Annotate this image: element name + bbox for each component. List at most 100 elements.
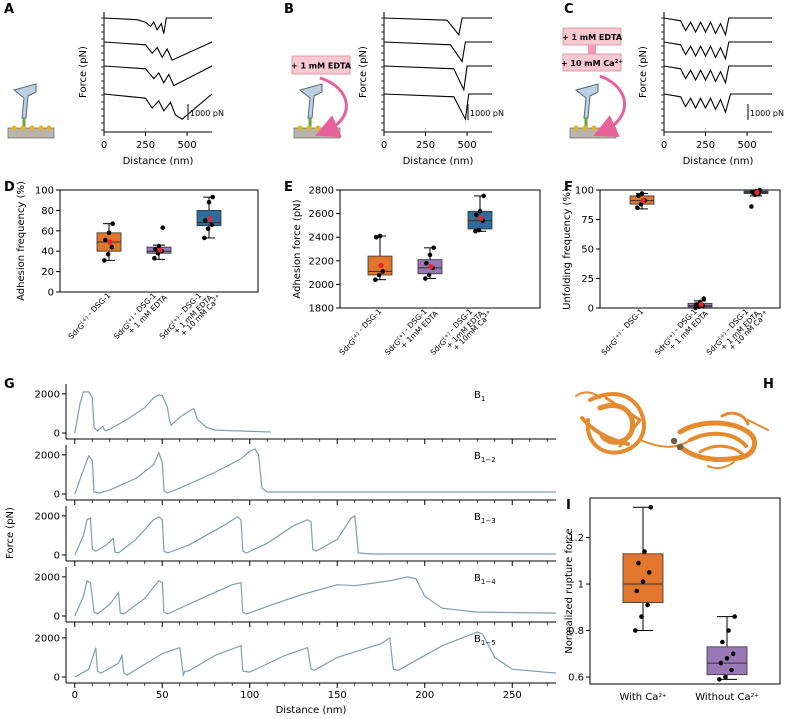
y-axis-label: Unfolding frequency (%) (562, 188, 573, 310)
y-tick-label: 20 (41, 267, 54, 278)
y-axis-label: Normalized rupture force (564, 528, 575, 653)
y-tick-label: 2400 (309, 233, 334, 244)
box-3 (743, 187, 769, 209)
y-tick-label: 0 (54, 612, 60, 623)
top-plot-b: 0 250 500 Distance (nm) Force (pN) 1000 pN (358, 12, 504, 167)
data-point (646, 570, 652, 575)
panel-letter-a: A (4, 2, 14, 17)
label-run: - DSG-1 (617, 307, 646, 336)
y-tick-label: 50 (581, 245, 594, 256)
category-label: SdrG(+) - DSG-1 (597, 307, 647, 357)
label-run: - DSG-1 (84, 291, 113, 320)
data-point (426, 272, 432, 278)
data-point (156, 243, 162, 249)
y-tick-label: 1 (578, 580, 584, 591)
label-run: - DSG-1 (355, 307, 384, 336)
y-tick-label: 25 (581, 274, 594, 285)
data-point (473, 229, 478, 234)
data-point (720, 639, 725, 645)
edta-text-c: + 1 mM EDTA (562, 33, 623, 42)
row-label-base: B (474, 573, 481, 584)
x-axis-label: Distance (nm) (123, 156, 194, 167)
row-label: B1−2 (474, 451, 496, 464)
y-tick-label: 2000 (35, 633, 60, 644)
mean-point (428, 264, 434, 270)
data-point (380, 269, 386, 274)
data-point (693, 305, 698, 311)
y-tick-label: 100 (35, 186, 54, 197)
y-tick-label: 2000 (35, 389, 60, 400)
force-trace (74, 631, 557, 678)
mean-point (478, 215, 484, 221)
iqr-box (706, 646, 748, 676)
data-point (205, 226, 211, 232)
data-point (476, 227, 482, 233)
category-label: SdrG(+) - DSG-1 (651, 307, 701, 357)
y-tick-label: 2000 (35, 450, 60, 461)
data-point (110, 221, 115, 226)
box-2 (146, 225, 172, 261)
data-point (103, 237, 108, 243)
y-tick-label: 60 (41, 226, 54, 237)
y-tick-label: 0 (54, 673, 60, 684)
y-tick-label: 2000 (35, 511, 60, 522)
label-run: (+) (80, 315, 91, 326)
label-run: 2+ (751, 693, 759, 699)
data-point (694, 302, 699, 307)
panel-letter-d: D (4, 180, 15, 195)
y-tick-label: 100 (575, 186, 594, 197)
arrow-b (314, 76, 348, 138)
panel-letter-i: I (566, 498, 571, 513)
row-label: B1−4 (474, 573, 496, 586)
force-curve (663, 93, 772, 114)
mean-point (107, 239, 113, 245)
top-plot-a: 0 250 500 Distance (nm) Force (pN) 1000 pN (78, 12, 224, 167)
x-tick-label: 100 (240, 690, 259, 701)
mean-point (640, 198, 646, 204)
x-axis-label: Distance (nm) (683, 156, 754, 167)
box-1 (629, 191, 655, 210)
trace-row-1: 0 2000 B1 (35, 384, 556, 444)
data-point (639, 614, 644, 619)
category-label: With Ca2+ (619, 692, 666, 703)
label-run: With Ca (619, 692, 658, 703)
y-tick-label: 0 (54, 429, 60, 440)
row-label-base: B (474, 512, 481, 523)
x-tick-label: 0 (381, 140, 387, 151)
data-point (723, 674, 728, 680)
mean-point (207, 215, 213, 222)
label-run: (+) (613, 331, 624, 342)
panel-letter-h: H (763, 377, 774, 392)
data-point (427, 252, 433, 258)
data-point (424, 260, 429, 266)
row-label: B1 (474, 390, 485, 403)
box-2 (706, 614, 748, 682)
data-point (648, 505, 653, 510)
data-point (639, 191, 645, 196)
plot-frame (59, 189, 259, 293)
y-tick-label: 0 (588, 304, 594, 315)
x-tick-label: 250 (696, 140, 715, 151)
force-curve (663, 41, 772, 61)
data-point (717, 677, 722, 682)
x-tick-label: 250 (503, 690, 522, 701)
condition-labels-c: + 1 mM EDTA + 10 mM Ca2+ (561, 27, 626, 137)
plot-frame (589, 497, 781, 685)
category-label: Without Ca2+ (695, 692, 759, 703)
data-point (210, 194, 215, 200)
box-plot-e: 1800 2000 2200 2400 2600 2800 Adhesion force (… (292, 186, 541, 357)
data-point (102, 258, 107, 263)
iqr-box (622, 553, 664, 604)
x-tick-label: 500 (738, 140, 757, 151)
protein-structure (575, 391, 769, 470)
label-run: 2+ (658, 693, 666, 699)
scale-bar-label: 1000 pN (190, 109, 224, 118)
force-curve (103, 41, 213, 61)
box-1 (367, 233, 393, 283)
label-run: (+) (125, 315, 136, 326)
data-point (640, 579, 646, 584)
